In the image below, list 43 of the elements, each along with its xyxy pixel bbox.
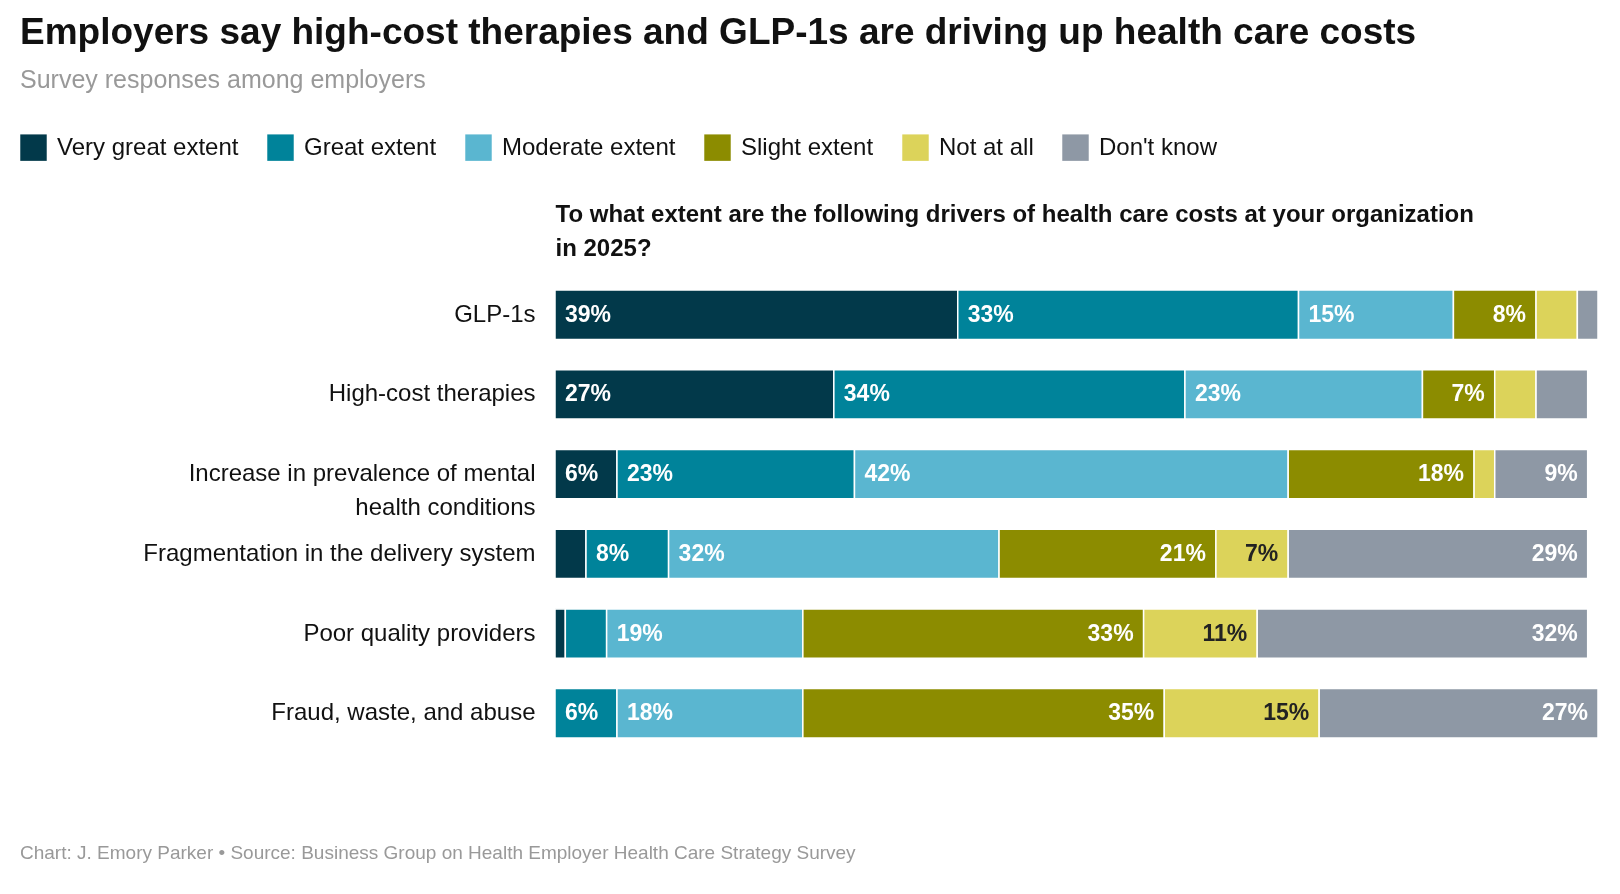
chart-title: Employers say high-cost therapies and GLP-1s are driving up health care costs — [20, 11, 1417, 52]
data-label: 29% — [1531, 539, 1578, 566]
data-label: 19% — [616, 619, 663, 646]
y-tick-label: Increase in prevalence of mental health conditions — [188, 459, 536, 521]
y-tick-label: GLP-1s — [454, 299, 536, 327]
text: Chart: J. Emory Parker • Source: Business Group on Health Employer Health Care Strategy Survey — [20, 842, 856, 864]
legend-label: Slight extent — [741, 132, 874, 160]
data-label: 34% — [843, 380, 890, 407]
data-label: 27% — [565, 380, 612, 407]
data-label: 32% — [678, 539, 725, 566]
data-label: 8% — [595, 539, 630, 566]
data-label: 23% — [1194, 380, 1241, 407]
data-label: 7% — [1451, 380, 1485, 407]
data-label: 6% — [565, 460, 599, 487]
data-label: 23% — [626, 460, 674, 487]
data-label: 7% — [1244, 539, 1279, 566]
y-tick-label: Fragmentation in the delivery system — [143, 538, 536, 566]
y-tick-label: Fraud, waste, and abuse — [271, 698, 536, 726]
y-tick-label: High-cost therapies — [328, 379, 536, 407]
data-label: 42% — [864, 460, 911, 487]
data-label: 15% — [1263, 699, 1310, 726]
legend-label: Very great extent — [57, 132, 239, 160]
legend-label: Moderate extent — [502, 132, 676, 160]
data-label: 18% — [626, 699, 674, 726]
data-label: 9% — [1544, 460, 1578, 487]
data-label: 33% — [1087, 619, 1134, 646]
legend-label: Great extent — [304, 132, 437, 160]
text: Survey responses among employers — [20, 65, 426, 93]
y-tick-label: Poor quality providers — [303, 618, 536, 646]
legend-label: Don't know — [1099, 132, 1218, 160]
data-label: 35% — [1108, 699, 1155, 726]
data-label: 33% — [967, 300, 1014, 327]
legend-label: Not at all — [939, 132, 1034, 160]
data-label: 39% — [565, 300, 612, 327]
data-label: 11% — [1202, 619, 1248, 646]
data-label: 15% — [1308, 300, 1355, 327]
x-axis-title: To what extent are the following drivers of health care costs at your organization in 2025? — [555, 199, 1474, 261]
data-label: 6% — [565, 699, 599, 726]
data-label: 18% — [1418, 460, 1465, 487]
data-label: 27% — [1541, 699, 1588, 726]
data-label: 21% — [1159, 539, 1206, 566]
data-label: 8% — [1492, 300, 1527, 327]
data-label: 32% — [1531, 619, 1578, 646]
